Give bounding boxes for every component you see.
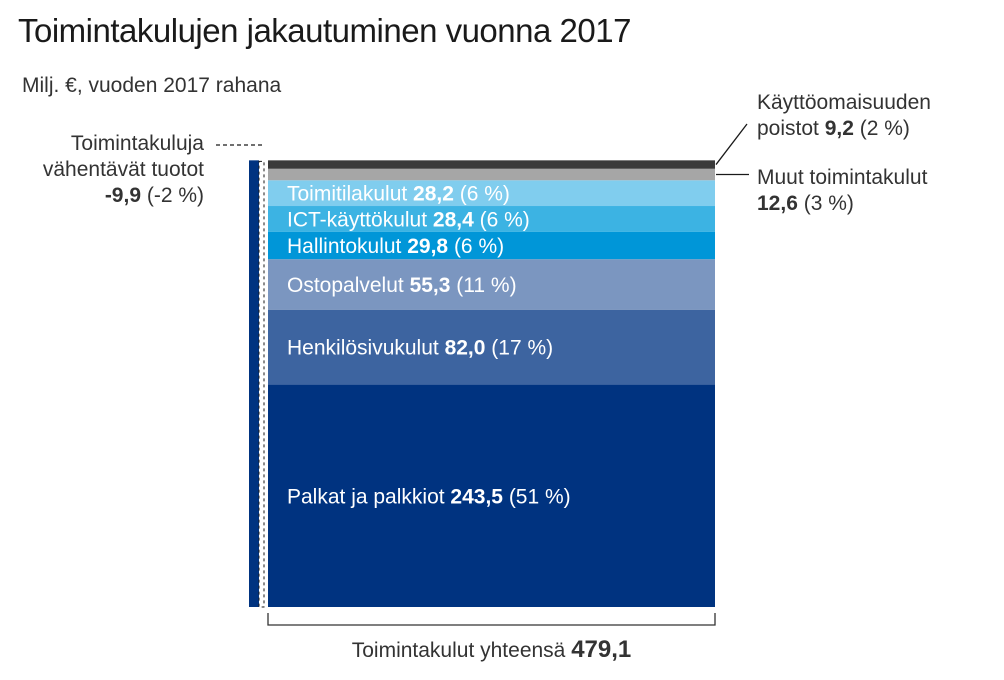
segment-label: Toimitilakulut 28,2 (6 %) bbox=[287, 183, 510, 206]
inside-labels: Palkat ja palkkiot 243,5 (51 %) Henkilösi… bbox=[287, 183, 571, 509]
segment-label-part: 82,0 bbox=[445, 337, 486, 360]
muut-label-line2-part: 12,6 bbox=[757, 192, 798, 215]
outside-labels: Käyttöomaisuuden poistot 9,2 (2 %) Muut to… bbox=[715, 91, 931, 215]
poistot-label-line2-part: poistot bbox=[757, 117, 825, 140]
negative-label-line2-part: vähentävät tuotot bbox=[43, 158, 204, 181]
negative-value-label: -9,9 (-2 %) bbox=[105, 184, 204, 207]
poistot-label-line2: poistot 9,2 (2 %) bbox=[757, 117, 910, 140]
chart-title: Toimintakulujen jakautuminen vuonna 2017 bbox=[18, 12, 631, 49]
segment-label: Ostopalvelut 55,3 (11 %) bbox=[287, 274, 517, 297]
segment-label-part: (17 %) bbox=[485, 337, 553, 360]
negative-value-label-part: (-2 %) bbox=[141, 184, 204, 207]
muut-label-line2-part: (3 %) bbox=[798, 192, 854, 215]
segment-label-part: (51 %) bbox=[503, 485, 571, 508]
negative-bar bbox=[249, 160, 259, 607]
muut-label-line1-part: Muut toimintakulut bbox=[757, 166, 928, 189]
segment-label-part: (6 %) bbox=[448, 235, 504, 258]
negative-label-line1: Toimintakuluja bbox=[71, 132, 204, 155]
bar-segment bbox=[268, 168, 715, 181]
total-bracket bbox=[267, 613, 716, 626]
segment-label-part: 28,4 bbox=[433, 208, 474, 231]
poistot-leader-line bbox=[715, 123, 748, 165]
bar-segment bbox=[268, 231, 715, 260]
segment-label-part: 243,5 bbox=[450, 485, 503, 508]
negative-bar-outline bbox=[258, 160, 265, 608]
total-label-part: 479,1 bbox=[571, 636, 631, 663]
poistot-label-line2-part: 9,2 bbox=[825, 117, 854, 140]
chart-subtitle: Milj. €, vuoden 2017 rahana bbox=[22, 74, 282, 97]
muut-label-line2: 12,6 (3 %) bbox=[757, 192, 854, 215]
segment-label-part: ICT-käyttökulut bbox=[287, 208, 433, 231]
negative-bar-group: Toimintakuluja vähentävät tuotot -9,9 (-2 … bbox=[43, 132, 265, 608]
bar-segments bbox=[268, 160, 715, 607]
bar-segment bbox=[268, 259, 715, 310]
poistot-label-line2-part: (2 %) bbox=[854, 117, 910, 140]
bar-segment bbox=[268, 384, 715, 607]
segment-label-part: 55,3 bbox=[410, 274, 451, 297]
negative-label-line2: vähentävät tuotot bbox=[43, 158, 204, 181]
segment-label-part: Toimitilakulut bbox=[287, 183, 413, 206]
negative-label-line1-part: Toimintakuluja bbox=[71, 132, 204, 155]
segment-label-part: (6 %) bbox=[454, 183, 510, 206]
segment-label-part: (11 %) bbox=[450, 274, 516, 297]
segment-label-part: (6 %) bbox=[474, 208, 530, 231]
total-label: Toimintakulut yhteensä 479,1 bbox=[352, 636, 632, 663]
segment-label-part: Palkat ja palkkiot bbox=[287, 485, 450, 508]
total-group: Toimintakulut yhteensä 479,1 bbox=[267, 613, 716, 663]
muut-label-line1: Muut toimintakulut bbox=[757, 166, 928, 189]
segment-label: Palkat ja palkkiot 243,5 (51 %) bbox=[287, 485, 571, 508]
segment-label: Henkilösivukulut 82,0 (17 %) bbox=[287, 337, 553, 360]
segment-label-part: Henkilösivukulut bbox=[287, 337, 445, 360]
negative-value-label-part: -9,9 bbox=[105, 184, 141, 207]
bar-segment bbox=[268, 309, 715, 385]
segment-label-part: 28,2 bbox=[413, 183, 454, 206]
segment-label: ICT-käyttökulut 28,4 (6 %) bbox=[287, 208, 530, 231]
total-label-part: Toimintakulut yhteensä bbox=[352, 639, 571, 662]
poistot-label-line1-part: Käyttöomaisuuden bbox=[757, 91, 931, 114]
bar-segment bbox=[268, 206, 715, 232]
bar-segment bbox=[268, 160, 715, 169]
segment-label-part: Hallintokulut bbox=[287, 235, 407, 258]
segment-label-part: Ostopalvelut bbox=[287, 274, 410, 297]
poistot-label-line1: Käyttöomaisuuden bbox=[757, 91, 931, 114]
segment-label-part: 29,8 bbox=[407, 235, 448, 258]
bar-segment bbox=[268, 180, 715, 207]
segment-label: Hallintokulut 29,8 (6 %) bbox=[287, 235, 504, 258]
